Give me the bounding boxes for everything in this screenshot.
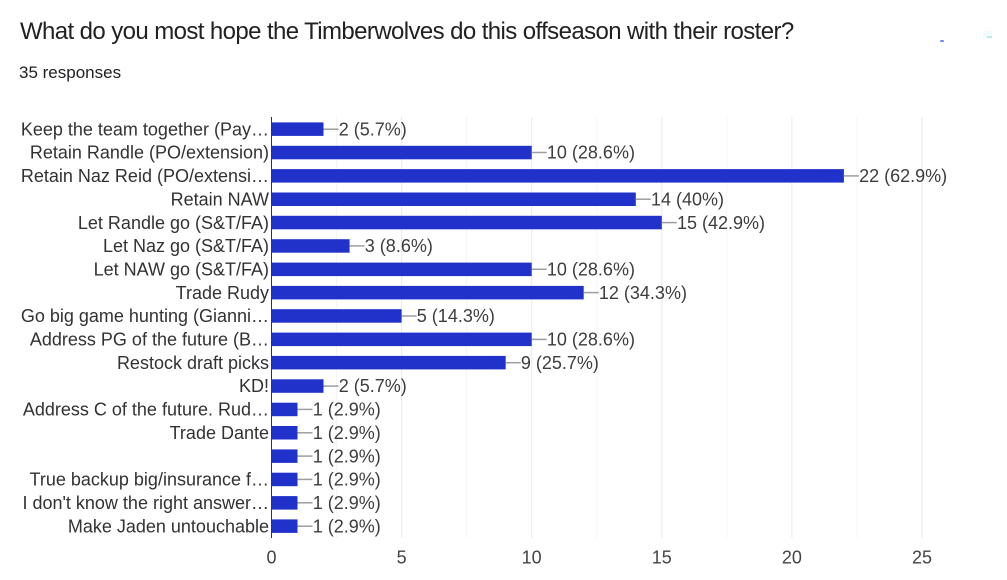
svg-text:22 (62.9%): 22 (62.9%) [859,166,947,186]
svg-text:2 (5.7%): 2 (5.7%) [339,376,407,396]
svg-text:1 (2.9%): 1 (2.9%) [313,516,381,536]
svg-text:Trade Rudy: Trade Rudy [176,283,269,303]
svg-text:1 (2.9%): 1 (2.9%) [313,400,381,420]
svg-text:5: 5 [397,548,407,568]
svg-text:10: 10 [522,548,542,568]
svg-text:9 (25.7%): 9 (25.7%) [521,353,599,373]
svg-text:3 (8.6%): 3 (8.6%) [365,236,433,256]
svg-text:KD!: KD! [239,376,269,396]
svg-text:Address C of the future. Rud…: Address C of the future. Rud… [23,400,269,420]
svg-text:20: 20 [782,548,802,568]
svg-text:15 (42.9%): 15 (42.9%) [677,213,765,233]
svg-text:0: 0 [266,548,276,568]
svg-text:14 (40%): 14 (40%) [651,189,724,209]
svg-text:Address PG of the future (B…: Address PG of the future (B… [30,330,269,350]
svg-text:Keep the team together (Pay…: Keep the team together (Pay… [21,119,269,139]
svg-text:Make Jaden untouchable: Make Jaden untouchable [68,516,269,536]
svg-text:12 (34.3%): 12 (34.3%) [599,283,687,303]
svg-text:1 (2.9%): 1 (2.9%) [313,470,381,490]
svg-text:Let Randle go (S&T/FA): Let Randle go (S&T/FA) [78,213,269,233]
svg-text:1 (2.9%): 1 (2.9%) [313,446,381,466]
svg-text:Retain Naz Reid (PO/extensi…: Retain Naz Reid (PO/extensi… [21,166,269,186]
svg-text:Restock draft picks: Restock draft picks [117,353,269,373]
svg-text:5 (14.3%): 5 (14.3%) [417,306,495,326]
svg-text:Let NAW go (S&T/FA): Let NAW go (S&T/FA) [94,260,269,280]
svg-text:10 (28.6%): 10 (28.6%) [547,330,635,350]
svg-text:25: 25 [912,548,932,568]
svg-text:True backup big/insurance f…: True backup big/insurance f… [30,470,269,490]
svg-text:I don't know the right answer…: I don't know the right answer… [22,493,269,513]
svg-text:Go big game hunting (Gianni…: Go big game hunting (Gianni… [21,306,269,326]
svg-text:15: 15 [652,548,672,568]
svg-text:Trade Dante: Trade Dante [170,423,269,443]
svg-text:Retain NAW: Retain NAW [171,189,269,209]
svg-text:2 (5.7%): 2 (5.7%) [339,119,407,139]
svg-text:Retain Randle (PO/extension): Retain Randle (PO/extension) [30,143,269,163]
svg-text:1 (2.9%): 1 (2.9%) [313,423,381,443]
svg-text:10 (28.6%): 10 (28.6%) [547,143,635,163]
svg-text:10 (28.6%): 10 (28.6%) [547,260,635,280]
svg-text:Let Naz go (S&T/FA): Let Naz go (S&T/FA) [103,236,269,256]
svg-text:1 (2.9%): 1 (2.9%) [313,493,381,513]
